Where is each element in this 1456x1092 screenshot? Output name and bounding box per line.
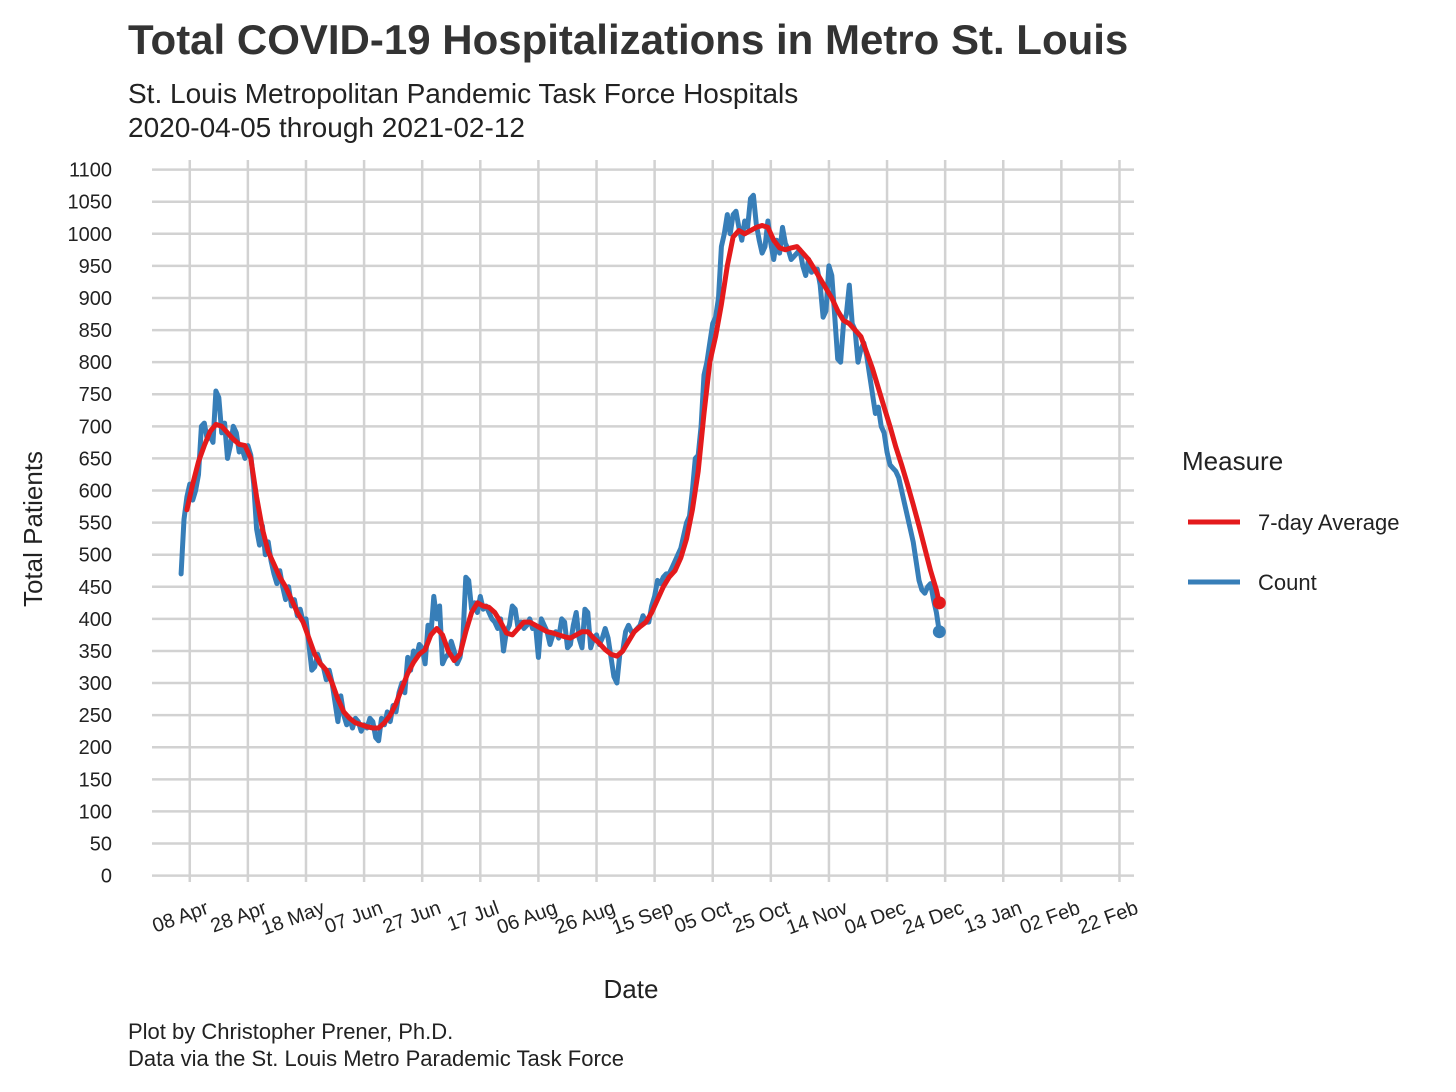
x-tick-label-08-apr: 08 Apr	[150, 897, 212, 938]
x-tick-label-22-feb: 22 Feb	[1075, 897, 1141, 939]
plot-gridlines	[152, 160, 1134, 882]
y-tick-label-950: 950	[79, 256, 112, 278]
series-end-point-count	[932, 625, 946, 639]
x-tick-label-25-oct: 25 Oct	[730, 897, 793, 938]
y-tick-label-250: 250	[79, 705, 112, 727]
y-tick-label-850: 850	[79, 320, 112, 342]
y-tick-label-600: 600	[79, 481, 112, 503]
plot-series	[178, 192, 946, 744]
series-line-7-day-average	[184, 223, 942, 731]
y-tick-label-300: 300	[79, 673, 112, 695]
y-tick-label-0: 0	[101, 866, 112, 888]
x-tick-label-27-jun: 27 Jun	[380, 897, 444, 938]
y-tick-label-700: 700	[79, 416, 112, 438]
x-tick-label-06-aug: 06 Aug	[494, 897, 560, 939]
chart-title: Total COVID-19 Hospitalizations in Metro…	[128, 16, 1128, 63]
series-line-count	[178, 192, 942, 744]
legend-label-7-day-average: 7-day Average	[1258, 510, 1399, 535]
y-tick-label-900: 900	[79, 288, 112, 310]
legend-title: Measure	[1182, 446, 1283, 476]
y-tick-label-350: 350	[79, 641, 112, 663]
y-tick-label-450: 450	[79, 577, 112, 599]
y-tick-label-800: 800	[79, 352, 112, 374]
y-tick-label-50: 50	[90, 833, 112, 855]
y-tick-label-100: 100	[79, 801, 112, 823]
y-axis-tick-labels: 0 50 100 150 200 250 300 350 400 450 500 550 600 650 7…	[68, 160, 113, 888]
legend-label-count: Count	[1258, 570, 1317, 595]
x-tick-label-05-oct: 05 Oct	[672, 897, 735, 938]
x-axis-label: Date	[604, 974, 659, 1004]
x-tick-label-28-apr: 28 Apr	[208, 897, 270, 938]
y-tick-label-500: 500	[79, 545, 112, 567]
caption-author: Plot by Christopher Prener, Ph.D.	[128, 1019, 453, 1044]
y-tick-label-1050: 1050	[68, 192, 113, 214]
x-tick-label-13-jan: 13 Jan	[961, 897, 1025, 938]
x-tick-label-07-jun: 07 Jun	[322, 897, 386, 938]
y-tick-label-400: 400	[79, 609, 112, 631]
y-tick-label-550: 550	[79, 513, 112, 535]
x-tick-label-24-dec: 24 Dec	[900, 897, 967, 939]
x-tick-label-15-sep: 15 Sep	[609, 897, 676, 939]
y-tick-label-150: 150	[79, 769, 112, 791]
legend: Measure 7-day Average Count	[1182, 446, 1399, 595]
x-tick-label-02-feb: 02 Feb	[1017, 897, 1083, 939]
chart-subtitle-line-2: 2020-04-05 through 2021-02-12	[128, 112, 525, 143]
x-tick-label-17-jul: 17 Jul	[444, 897, 502, 936]
y-axis-label: Total Patients	[18, 451, 48, 607]
series-end-point-7-day-average	[932, 596, 946, 610]
y-tick-label-1000: 1000	[68, 224, 113, 246]
y-tick-label-750: 750	[79, 384, 112, 406]
x-tick-label-18-may: 18 May	[259, 897, 328, 940]
chart-subtitle-line-1: St. Louis Metropolitan Pandemic Task For…	[128, 78, 798, 109]
caption-source: Data via the St. Louis Metro Parademic T…	[128, 1046, 624, 1071]
y-tick-label-650: 650	[79, 448, 112, 470]
y-tick-label-200: 200	[79, 737, 112, 759]
y-tick-label-1100: 1100	[69, 160, 112, 182]
